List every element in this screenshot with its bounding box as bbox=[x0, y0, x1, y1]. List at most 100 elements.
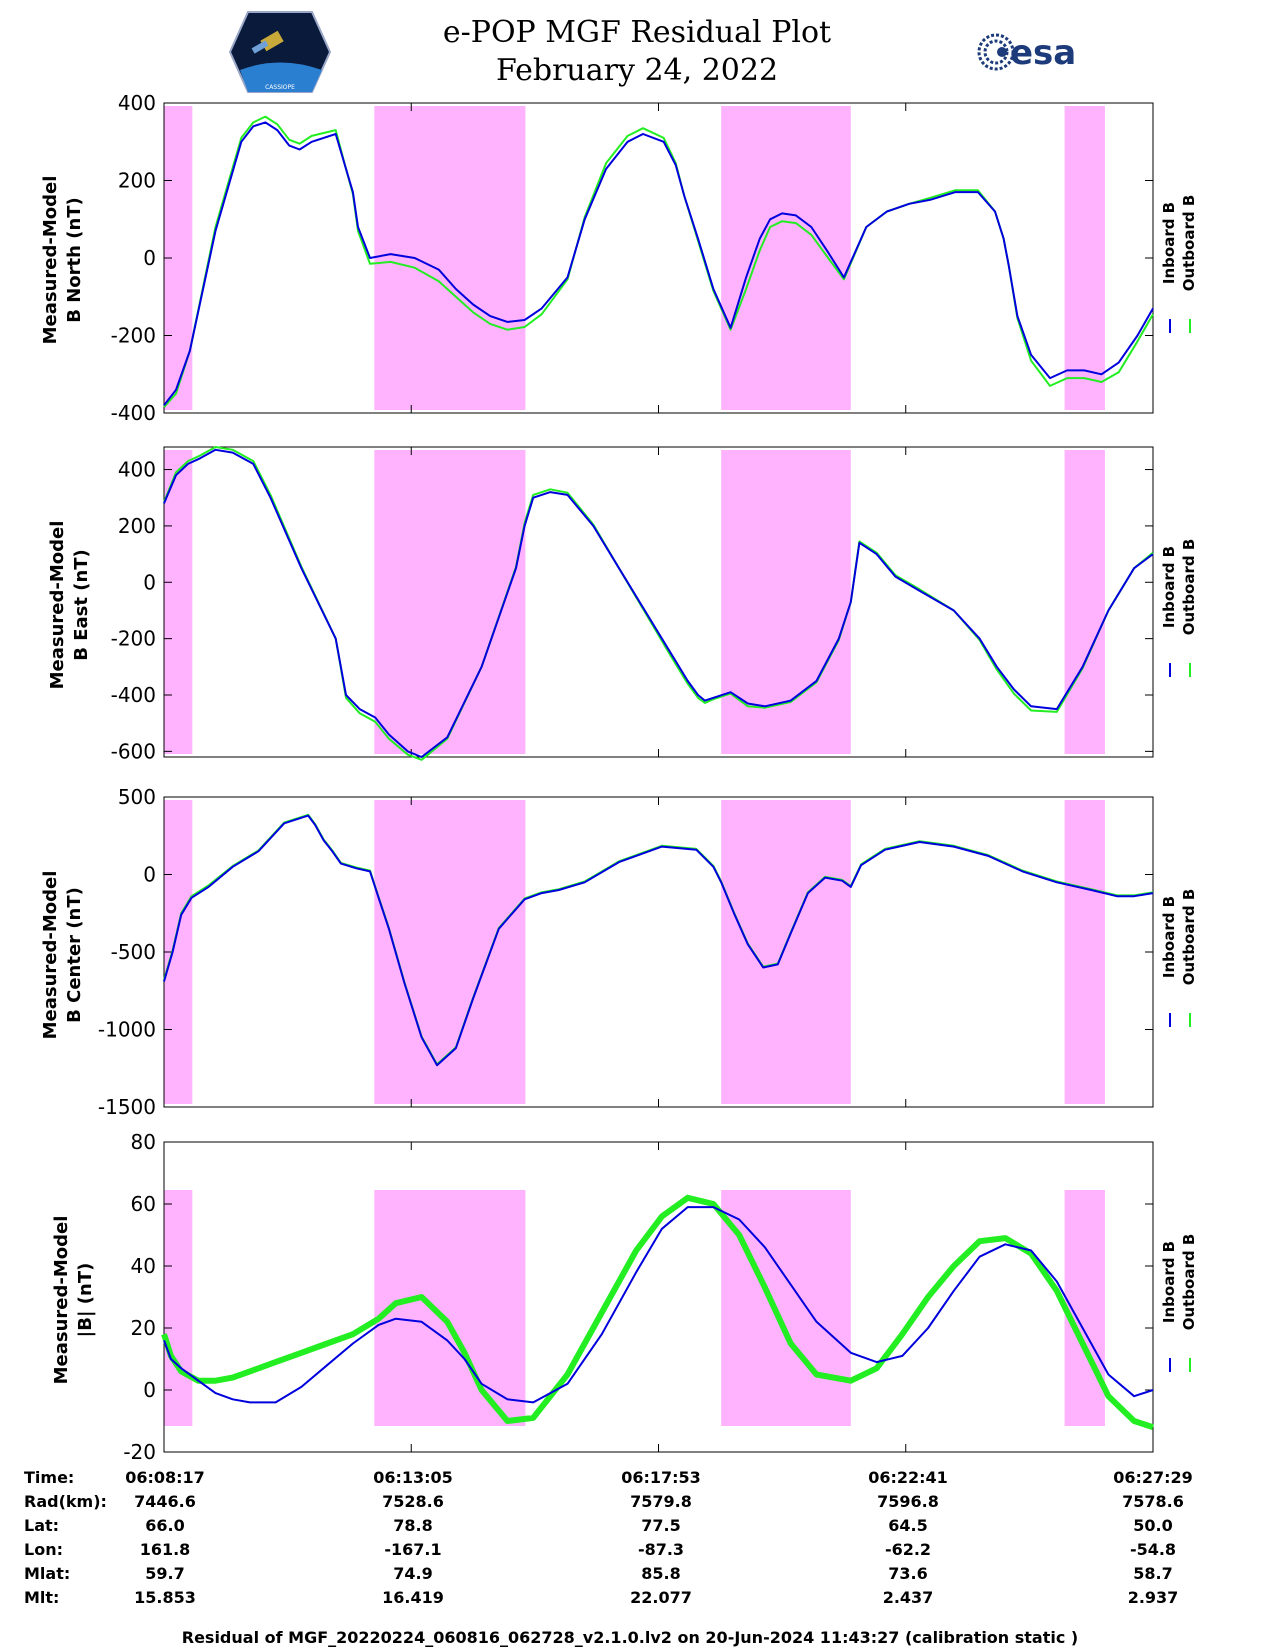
info-cell: 73.6 bbox=[888, 1564, 927, 1583]
y-tick-label: 20 bbox=[131, 1316, 156, 1340]
legend-inboard-label: Inboard B bbox=[1160, 546, 1178, 628]
info-cell: 59.7 bbox=[145, 1564, 184, 1583]
info-row-label: Lat: bbox=[24, 1516, 59, 1535]
y-tick-label: -400 bbox=[111, 683, 156, 707]
legend-inboard-label: Inboard B bbox=[1160, 896, 1178, 978]
panel-b-center: -1500 -1000 -500 0 500 Measured-Model B Cent… bbox=[40, 785, 1198, 1119]
inboard-series-line bbox=[163, 1206, 1154, 1404]
y-tick-label: -1000 bbox=[98, 1018, 156, 1042]
y-tick-label: -600 bbox=[111, 739, 156, 763]
info-cell: 06:17:53 bbox=[621, 1468, 701, 1487]
info-cell: 06:27:29 bbox=[1113, 1468, 1193, 1487]
outboard-series-line bbox=[163, 813, 1154, 1066]
info-cell: 7528.6 bbox=[382, 1492, 444, 1511]
eclipse-band bbox=[1064, 800, 1105, 1104]
cassiope-logo-text: CASSIOPE bbox=[265, 84, 295, 91]
info-cell: -87.3 bbox=[638, 1540, 684, 1559]
info-cell: 7578.6 bbox=[1122, 1492, 1184, 1511]
panel-b-east: -600 -400 -200 0 200 400 Measured-Model B Eas… bbox=[47, 446, 1198, 763]
panel-frame bbox=[163, 796, 1154, 1108]
y-tick-label: -500 bbox=[111, 940, 156, 964]
y-tick-label: 200 bbox=[118, 169, 156, 193]
y-tick-label: -200 bbox=[111, 324, 156, 348]
y-axis-label-line1: Measured-Model bbox=[51, 1216, 72, 1385]
eclipse-band bbox=[1064, 106, 1105, 410]
esa-logo: esa bbox=[977, 33, 1076, 73]
info-cell: 58.7 bbox=[1133, 1564, 1172, 1583]
y-axis-label-line1: Measured-Model bbox=[47, 521, 68, 690]
y-tick-label: 400 bbox=[118, 91, 156, 115]
esa-logo-text: esa bbox=[1010, 33, 1076, 73]
info-row-label: Lon: bbox=[24, 1540, 63, 1559]
legend-outboard-label: Outboard B bbox=[1180, 889, 1198, 986]
info-cell: 85.8 bbox=[641, 1564, 680, 1583]
y-axis-label-line2: B North (nT) bbox=[64, 197, 85, 323]
info-cell: -167.1 bbox=[384, 1540, 441, 1559]
y-tick-label: 400 bbox=[118, 458, 156, 482]
panel-frame bbox=[163, 102, 1154, 414]
panel-b-north: -400 -200 0 200 400 Measured-Model B North (… bbox=[40, 91, 1198, 425]
info-cell: -54.8 bbox=[1130, 1540, 1176, 1559]
info-cell: 161.8 bbox=[140, 1540, 191, 1559]
info-cell: 2.437 bbox=[883, 1588, 934, 1607]
cassiope-logo: CASSIOPE bbox=[228, 11, 332, 93]
info-cell: 64.5 bbox=[888, 1516, 927, 1535]
info-cell: 2.937 bbox=[1128, 1588, 1179, 1607]
y-tick-label: 0 bbox=[143, 863, 156, 887]
y-tick-label: 80 bbox=[131, 1130, 156, 1154]
info-row-label: Rad(km): bbox=[24, 1492, 107, 1511]
info-cell: 22.077 bbox=[630, 1588, 692, 1607]
info-cell: 7446.6 bbox=[134, 1492, 196, 1511]
panel-frame bbox=[163, 446, 1154, 758]
y-tick-label: 0 bbox=[143, 246, 156, 270]
earth-limb-icon bbox=[240, 62, 322, 92]
info-row-label: Time: bbox=[24, 1468, 74, 1487]
info-cell: 06:13:05 bbox=[373, 1468, 453, 1487]
plot-title: e-POP MGF Residual Plot bbox=[443, 15, 831, 50]
info-row-label: Mlat: bbox=[24, 1564, 70, 1583]
info-cell: -62.2 bbox=[885, 1540, 931, 1559]
header: CASSIOPE e-POP MGF Residual Plot Februar… bbox=[228, 11, 1076, 93]
info-cell: 7579.8 bbox=[630, 1492, 692, 1511]
inboard-series-line bbox=[163, 448, 1154, 758]
info-cell: 06:22:41 bbox=[868, 1468, 948, 1487]
footer-caption: Residual of MGF_20220224_060816_062728_v… bbox=[182, 1628, 1078, 1647]
plot-date: February 24, 2022 bbox=[496, 53, 778, 88]
info-cell: 78.8 bbox=[393, 1516, 432, 1535]
y-axis-label-line1: Measured-Model bbox=[40, 871, 61, 1040]
y-tick-label: -200 bbox=[111, 627, 156, 651]
eclipse-band bbox=[721, 1190, 851, 1426]
esa-swirl-icon bbox=[977, 33, 1015, 71]
outboard-series-line bbox=[161, 1194, 1154, 1431]
y-axis-label-line2: B East (nT) bbox=[71, 549, 92, 661]
info-cell: 77.5 bbox=[641, 1516, 680, 1535]
legend-outboard-label: Outboard B bbox=[1180, 1234, 1198, 1331]
panel-b-total: -20 0 20 40 60 80 Measured-Model |B| (nT) Inb… bbox=[51, 1130, 1198, 1464]
info-cell: 66.0 bbox=[145, 1516, 184, 1535]
y-tick-label: 60 bbox=[131, 1192, 156, 1216]
eclipse-band bbox=[721, 800, 851, 1104]
inboard-series-line bbox=[163, 121, 1154, 406]
info-cell: 06:08:17 bbox=[125, 1468, 205, 1487]
y-tick-label: 200 bbox=[118, 514, 156, 538]
y-tick-label: 40 bbox=[131, 1254, 156, 1278]
info-cell: 7596.8 bbox=[877, 1492, 939, 1511]
info-cell: 15.853 bbox=[134, 1588, 196, 1607]
eclipse-band bbox=[721, 450, 851, 754]
legend-outboard-label: Outboard B bbox=[1180, 539, 1198, 636]
y-axis-label-line2: B Center (nT) bbox=[64, 887, 85, 1023]
y-tick-label: -1500 bbox=[98, 1095, 156, 1119]
y-tick-label: -400 bbox=[111, 401, 156, 425]
legend-inboard-label: Inboard B bbox=[1160, 202, 1178, 284]
y-tick-label: 0 bbox=[143, 570, 156, 594]
eclipse-band bbox=[374, 1190, 526, 1426]
outboard-series-line bbox=[163, 115, 1154, 408]
y-tick-label: 0 bbox=[143, 1378, 156, 1402]
y-tick-label: 500 bbox=[118, 785, 156, 809]
eclipse-band bbox=[374, 450, 526, 754]
eclipse-band bbox=[374, 106, 526, 410]
eclipse-band bbox=[1064, 450, 1105, 754]
y-axis-label-line2: |B| (nT) bbox=[75, 1263, 96, 1338]
eclipse-band bbox=[164, 450, 193, 754]
